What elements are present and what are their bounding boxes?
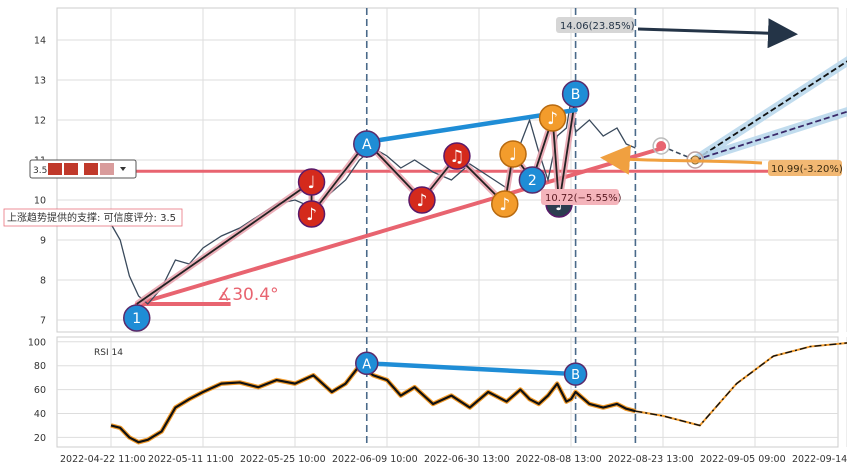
rsi-pattern-point-circle	[355, 351, 379, 376]
target-high-label: 14.06(23.85%)	[556, 17, 798, 49]
note-marker-circle	[538, 104, 567, 132]
note-marker-glyph: ♪	[499, 195, 510, 215]
rsi-y-ticks: 20 40 60 80 100	[28, 337, 46, 444]
x-tick-label: 2022-05-25 10:00	[240, 454, 326, 465]
note-marker-circle	[297, 200, 326, 228]
price-line	[110, 99, 636, 305]
rsi-y-tick-label: 40	[34, 409, 46, 420]
target-low-box	[768, 160, 842, 176]
note-marker-circle	[408, 186, 436, 214]
pattern-point-circle	[123, 304, 151, 332]
rsi-y-tick-label: 100	[28, 337, 46, 348]
x-tick-label: 2022-08-08 13:00	[516, 454, 602, 465]
projection-connector	[660, 145, 696, 161]
price-y-tick-label: 7	[40, 316, 46, 327]
target-high-text: 14.06(23.85%)	[560, 21, 635, 32]
projection-lines	[660, 56, 847, 169]
rsi-pattern-points: AB	[355, 351, 588, 386]
angle-label: ∡30.4°	[217, 285, 279, 305]
pattern-point-circle	[353, 130, 381, 158]
target-low-text: 10.99(-3.20%)	[771, 164, 843, 175]
rsi-ab-line	[364, 361, 578, 377]
pattern-point-label: A	[362, 137, 372, 153]
rsi-y-tick-label: 80	[34, 361, 46, 372]
note-marker-glyph: ♩	[509, 145, 517, 165]
current-price-dot	[656, 141, 667, 151]
x-tick-label: 2022-05-11 11:00	[148, 454, 234, 465]
price-y-ticks: 7891011121314	[34, 36, 46, 327]
x-tick-label: 2022-08-23 13:00	[608, 454, 694, 465]
note-marker-circle	[491, 190, 519, 218]
target-high-arrow	[637, 18, 798, 49]
pattern-points: 1 A 2 B	[123, 80, 590, 332]
support-caption-text: 上涨趋势提供的支撑: 可信度评分: 3.5	[7, 211, 176, 224]
x-tick-label: 2022-06-30 13:00	[424, 454, 510, 465]
rsi-pattern-point-label: A	[362, 357, 371, 372]
pattern-point-label: 1	[132, 311, 141, 327]
support-trend-line	[134, 146, 665, 306]
rating-block-1	[48, 163, 62, 175]
price-y-tick-label: 10	[34, 196, 46, 207]
x-axis-labels: 2022-04-22 11:00 2022-05-11 11:00 2022-05-…	[60, 454, 847, 465]
rsi-y-tick-label: 20	[34, 433, 46, 444]
x-tick-label: 2022-09-05 09:00	[700, 454, 786, 465]
support-caption: 上涨趋势提供的支撑: 可信度评分: 3.5	[3, 208, 183, 227]
target-low-arrow	[600, 144, 763, 175]
rsi-pattern-point-label: B	[571, 368, 580, 383]
rsi-title: RSI 14	[94, 348, 123, 358]
price-y-tick-label: 13	[34, 76, 46, 87]
rating-chevron-icon	[120, 167, 126, 171]
support-value-box	[541, 189, 619, 205]
x-tick-label: 2022-04-22 11:00	[60, 454, 146, 465]
rating-box: 3.5	[29, 159, 137, 179]
support-value-text: 10.72(−5.55%)	[545, 193, 622, 204]
rating-block-3	[84, 163, 98, 175]
price-y-tick-label: 14	[34, 36, 46, 47]
pattern-point-circle	[561, 80, 590, 108]
price-y-tick-label: 9	[40, 236, 46, 247]
note-marker-glyph: ♩	[308, 173, 316, 193]
rating-block-4	[100, 163, 114, 175]
target-high-box	[556, 17, 634, 33]
note-marker-glyph: ♪	[417, 191, 428, 211]
x-tick-label: 2022-06-09 10:00	[332, 454, 418, 465]
vertical-markers	[365, 8, 637, 332]
note-marker-circle	[499, 140, 527, 168]
target-low-label: 10.99(-3.20%)	[600, 144, 843, 176]
note-marker-circle	[297, 168, 326, 196]
projection-dashed	[694, 110, 847, 161]
rsi-projection-dash	[635, 342, 847, 427]
price-y-tick-label: 12	[34, 116, 46, 127]
rating-prefix: 3.5	[33, 166, 47, 176]
rsi-panel-frame	[56, 336, 839, 448]
rsi-line	[110, 364, 636, 444]
note-marker-glyph: ♫	[449, 147, 464, 167]
rsi-pattern-point-circle	[563, 362, 588, 386]
pattern-point-label: 2	[528, 173, 537, 189]
note-marker-glyph: ♪	[547, 109, 558, 129]
support-value-label: 10.72(−5.55%)	[541, 189, 622, 205]
pattern-point-label: B	[571, 87, 581, 103]
rating-block-2	[64, 163, 78, 175]
rsi-y-tick-label: 60	[34, 385, 46, 396]
x-tick-label: 2022-09-14 09:00	[792, 454, 847, 465]
current-price-marker	[652, 137, 670, 155]
price-y-tick-label: 8	[40, 276, 46, 287]
note-marker-glyph: ♪	[306, 205, 317, 225]
current-price-ring	[652, 137, 670, 155]
pattern-point-circle	[518, 166, 547, 194]
projection-dashed	[694, 60, 847, 161]
support-caption-box	[3, 208, 183, 227]
note-marker-circle	[443, 142, 471, 170]
